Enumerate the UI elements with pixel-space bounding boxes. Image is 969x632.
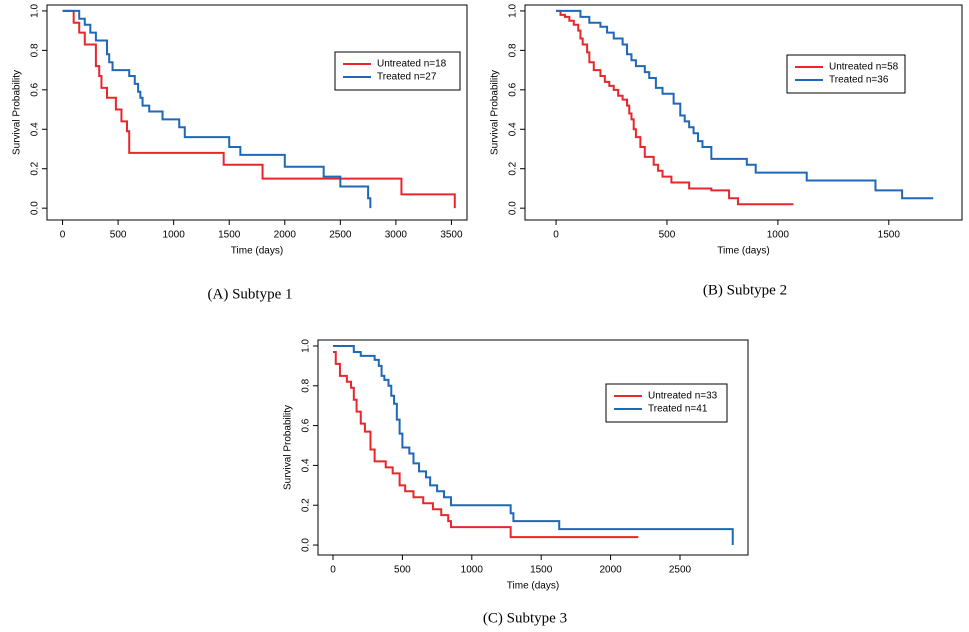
legend-label: Treated n=36	[829, 75, 889, 86]
y-tick-label: 0.0	[301, 538, 312, 552]
y-tick-label: 0.0	[508, 201, 519, 215]
survival-curve	[62, 9, 456, 209]
y-tick-label: 0.8	[301, 378, 312, 392]
y-tick-label: 0.2	[301, 498, 312, 512]
x-axis-title: Time (days)	[507, 581, 559, 592]
x-tick-label: 1000	[163, 230, 186, 241]
legend-box	[786, 54, 906, 94]
x-tick-label: 2000	[274, 230, 297, 241]
plot-frame	[524, 4, 963, 221]
x-tick-label: 3500	[440, 230, 463, 241]
y-tick-label: 0.6	[30, 82, 41, 96]
survival-curve	[556, 9, 794, 206]
survival-curve	[556, 9, 934, 200]
x-tick-label: 1500	[218, 230, 241, 241]
y-tick-label: 0.2	[30, 161, 41, 175]
legend-label: Untreated n=58	[829, 62, 899, 73]
legend-label: Untreated n=33	[648, 391, 718, 402]
legend-box	[605, 383, 728, 423]
x-tick-label: 0	[553, 230, 559, 241]
x-tick-label: 500	[110, 230, 127, 241]
legend-label: Treated n=41	[648, 404, 708, 415]
legend-label: Untreated n=18	[377, 59, 447, 70]
panel-caption: (C) Subtype 3	[483, 610, 567, 626]
y-tick-label: 0.8	[30, 43, 41, 57]
y-tick-label: 0.2	[508, 161, 519, 175]
x-tick-label: 500	[394, 565, 411, 576]
y-axis-title: Survival Probability	[12, 70, 23, 155]
legend-box	[334, 51, 461, 91]
y-tick-label: 0.4	[30, 122, 41, 136]
x-tick-label: 3000	[385, 230, 408, 241]
plot-frame	[317, 339, 749, 556]
x-tick-label: 2500	[669, 565, 692, 576]
x-tick-label: 2000	[599, 565, 622, 576]
y-tick-label: 0.8	[508, 43, 519, 57]
y-axis-title: Survival Probability	[490, 70, 501, 155]
x-tick-label: 500	[659, 230, 676, 241]
y-axis-title: Survival Probability	[283, 405, 294, 490]
x-tick-label: 1500	[878, 230, 901, 241]
y-tick-label: 1.0	[301, 339, 312, 353]
x-tick-label: 2500	[329, 230, 352, 241]
x-tick-label: 0	[60, 230, 66, 241]
y-tick-label: 0.6	[508, 82, 519, 96]
survival-curve	[332, 344, 734, 546]
y-tick-label: 0.6	[301, 418, 312, 432]
survival-curve	[62, 9, 372, 209]
x-tick-label: 1000	[461, 565, 484, 576]
y-tick-label: 1.0	[508, 4, 519, 18]
panel-caption: (B) Subtype 2	[703, 282, 787, 298]
y-tick-label: 0.4	[508, 122, 519, 136]
survival-curve	[332, 350, 639, 539]
y-tick-label: 0.4	[301, 458, 312, 472]
y-tick-label: 1.0	[30, 4, 41, 18]
plot-frame	[46, 4, 468, 221]
panel-caption: (A) Subtype 1	[208, 286, 293, 302]
x-tick-label: 0	[330, 565, 336, 576]
x-tick-label: 1500	[530, 565, 553, 576]
legend-label: Treated n=27	[377, 72, 437, 83]
x-axis-title: Time (days)	[231, 246, 283, 257]
y-tick-label: 0.0	[30, 201, 41, 215]
x-tick-label: 1000	[767, 230, 790, 241]
x-axis-title: Time (days)	[717, 246, 769, 257]
